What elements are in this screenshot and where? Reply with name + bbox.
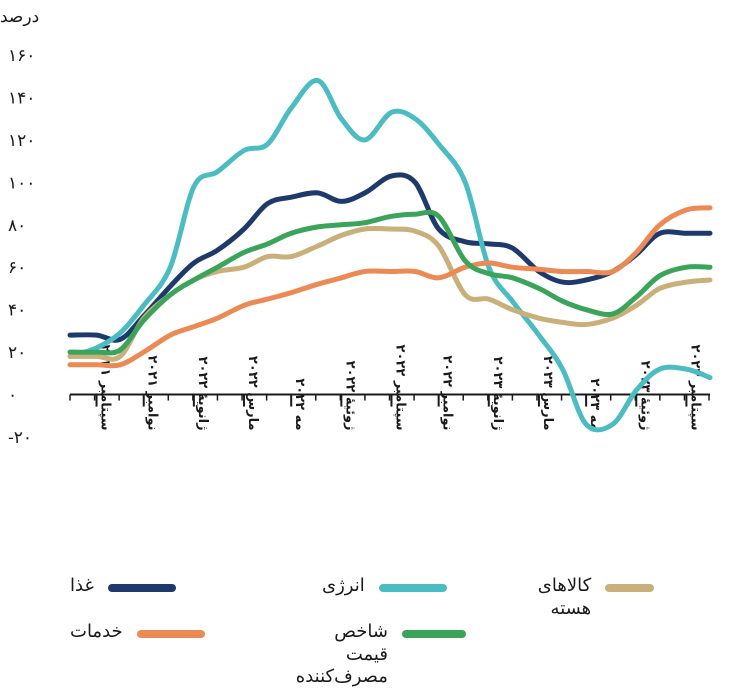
legend-item-energy: انرژی: [308, 575, 447, 598]
legend-label: انرژی: [322, 575, 365, 596]
legend-swatch: [605, 584, 655, 592]
legend-swatch: [401, 630, 467, 638]
legend-item-food: غذا: [56, 575, 176, 598]
line-chart: درصد -۲۰ ۰ ۲۰ ۴۰ ۶۰ ۸۰ ۱۰۰ ۱۲۰ ۱۴۰ ۱۶۰ سپتامبر ۲۰…: [0, 7, 713, 448]
legend-swatch: [107, 584, 176, 592]
x-tick-label: ژانویهٔ ۲۰۲۳: [490, 357, 505, 431]
x-tick-label: مارس ۲۰۲۲: [245, 356, 260, 431]
legend-item-services: خدمات: [56, 621, 205, 644]
x-tick-label: ژوئیهٔ ۲۰۲۳: [637, 361, 652, 431]
y-tick-label: ۱۶۰: [8, 46, 35, 66]
y-axis: -۲۰ ۰ ۲۰ ۴۰ ۶۰ ۸۰ ۱۰۰ ۱۲۰ ۱۴۰ ۱۶۰: [8, 46, 35, 448]
x-tick-label: ژوئیهٔ ۲۰۲۲: [342, 361, 357, 431]
x-tick-label: سپتامبر ۲۰۲۳: [687, 345, 702, 431]
y-tick-label: ۰: [8, 386, 17, 406]
legend-label: غذا: [70, 575, 94, 596]
x-tick-label: مه ۲۰۲۲: [292, 378, 307, 430]
y-tick-label: ۱۴۰: [8, 88, 35, 108]
series-lines: [67, 78, 713, 433]
y-tick-label: ۱۲۰: [8, 131, 35, 151]
x-tick-label: مارس ۲۰۲۳: [540, 356, 555, 431]
legend-swatch: [378, 584, 447, 592]
series-line: [67, 78, 713, 433]
legend-label: کالاهای هسته: [537, 575, 592, 619]
legend-label: شاخص قیمت مصرف‌کننده: [295, 621, 388, 687]
y-axis-label: درصد: [0, 7, 39, 27]
legend-label: خدمات: [70, 621, 123, 642]
x-tick-label: نوامبر ۲۰۲۲: [440, 355, 455, 430]
y-tick-label: ۱۰۰: [8, 173, 35, 193]
y-tick-label: ۸۰: [8, 216, 26, 236]
series-line: [67, 209, 713, 356]
y-tick-label: ۲۰: [8, 343, 26, 363]
x-tick-label: مه ۲۰۲۳: [587, 378, 602, 430]
legend-swatch: [136, 630, 205, 638]
x-tick-label: سپتامبر ۲۰۲۲: [392, 345, 407, 431]
y-tick-label: -۲۰: [8, 428, 32, 448]
legend-item-core-goods: کالاهای هسته: [505, 575, 655, 620]
x-tick-label: نوامبر ۲۰۲۱: [145, 355, 160, 430]
x-tick-label: ژانویهٔ ۲۰۲۲: [195, 357, 210, 431]
y-tick-label: ۴۰: [8, 301, 26, 321]
y-tick-label: ۶۰: [8, 258, 26, 278]
series-line: [67, 205, 713, 369]
legend-item-cpi: شاخص قیمت مصرف‌کننده: [278, 621, 467, 689]
